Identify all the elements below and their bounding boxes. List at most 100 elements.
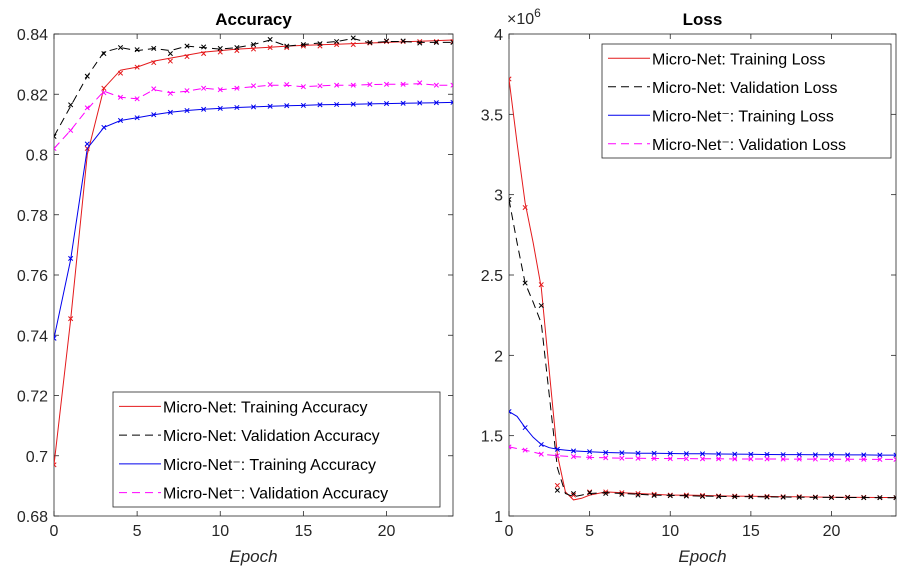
data-marker xyxy=(383,81,390,87)
legend: Micro-Net: Training Loss Micro-Net: Valid… xyxy=(601,43,892,159)
y-tick-label: 0.84 xyxy=(17,27,48,44)
y-tick-label: 0.72 xyxy=(17,389,48,406)
x-tick-label: 10 xyxy=(661,523,679,540)
data-marker xyxy=(651,455,657,462)
data-marker xyxy=(250,41,257,48)
data-marker xyxy=(635,492,641,498)
data-marker xyxy=(716,456,722,462)
data-marker xyxy=(367,101,373,107)
y-tick-label: 0.8 xyxy=(26,148,48,165)
data-marker xyxy=(450,82,453,88)
data-marker xyxy=(217,87,223,93)
legend-label-3: Micro-Net⁻: Validation Accuracy xyxy=(163,486,388,503)
data-marker xyxy=(184,107,190,114)
data-marker xyxy=(201,85,207,91)
y-tick-label: 0.82 xyxy=(17,87,48,104)
data-marker xyxy=(400,100,406,106)
data-marker xyxy=(101,51,107,57)
data-marker xyxy=(828,452,835,458)
data-marker xyxy=(350,82,356,88)
data-marker xyxy=(796,456,802,462)
data-marker xyxy=(68,316,74,322)
data-marker xyxy=(812,456,818,462)
data-marker xyxy=(509,409,512,415)
data-marker xyxy=(167,51,173,57)
data-marker xyxy=(509,444,512,450)
data-marker xyxy=(619,491,625,497)
data-marker xyxy=(522,447,528,453)
data-marker xyxy=(667,456,673,462)
data-marker xyxy=(651,491,657,497)
data-marker xyxy=(538,282,544,288)
data-marker xyxy=(201,51,207,57)
data-marker xyxy=(780,456,786,462)
data-marker xyxy=(877,452,883,458)
data-marker xyxy=(683,492,689,498)
data-marker xyxy=(522,425,528,431)
data-marker xyxy=(683,456,689,462)
y-tick-label: 3.5 xyxy=(481,107,503,124)
x-tick-label: 15 xyxy=(742,523,760,540)
data-marker xyxy=(334,101,340,108)
data-marker xyxy=(780,452,786,458)
data-marker xyxy=(350,35,356,41)
data-marker xyxy=(134,115,140,121)
data-marker xyxy=(877,456,883,462)
data-marker xyxy=(250,83,257,89)
data-marker xyxy=(828,456,835,462)
y-tick-label: 2.5 xyxy=(481,268,503,285)
data-marker xyxy=(367,39,373,45)
legend-label-0: Micro-Net: Training Accuracy xyxy=(163,399,368,416)
data-marker xyxy=(554,487,560,493)
data-marker xyxy=(554,482,560,489)
data-marker xyxy=(300,102,306,108)
x-tick-label: 0 xyxy=(50,523,59,540)
data-marker xyxy=(635,455,641,461)
x-axis-label: Epoch xyxy=(229,547,277,566)
data-marker xyxy=(151,45,157,52)
data-marker xyxy=(683,493,689,499)
data-marker xyxy=(570,490,577,497)
data-marker xyxy=(151,60,157,66)
data-marker xyxy=(184,54,190,60)
data-marker xyxy=(68,127,74,133)
data-marker xyxy=(603,490,609,497)
data-marker xyxy=(300,41,306,48)
y-exponent-power: 6 xyxy=(534,6,541,20)
data-marker xyxy=(417,38,423,45)
data-marker xyxy=(167,58,173,64)
data-marker xyxy=(603,489,609,495)
chart-title: Accuracy xyxy=(215,10,292,29)
legend-label-2: Micro-Net⁻: Training Loss xyxy=(652,108,834,125)
y-tick-label: 4 xyxy=(494,27,503,44)
data-marker xyxy=(151,112,157,118)
data-marker xyxy=(250,104,257,110)
data-marker xyxy=(250,46,257,52)
data-marker xyxy=(367,82,373,88)
data-marker xyxy=(828,494,835,501)
legend: Micro-Net: Training Accuracy Micro-Net: V… xyxy=(112,391,441,508)
data-marker xyxy=(522,280,528,286)
data-marker xyxy=(893,452,896,458)
data-marker xyxy=(433,38,439,45)
data-marker xyxy=(619,490,625,496)
y-tick-label: 1 xyxy=(494,509,503,526)
data-marker xyxy=(861,495,867,501)
data-marker xyxy=(845,456,851,462)
y-tick-label: 0.68 xyxy=(17,509,48,526)
data-marker xyxy=(764,451,770,458)
data-marker xyxy=(267,45,273,51)
data-marker xyxy=(667,450,673,457)
data-marker xyxy=(877,495,883,501)
data-marker xyxy=(117,117,124,124)
data-marker xyxy=(433,100,439,106)
data-marker xyxy=(587,490,593,496)
data-marker xyxy=(184,43,190,49)
data-marker xyxy=(450,99,453,105)
data-marker xyxy=(812,452,818,458)
series-line-0 xyxy=(509,78,896,501)
legend-label-0: Micro-Net: Training Loss xyxy=(652,51,825,68)
data-marker xyxy=(284,103,290,109)
data-marker xyxy=(893,495,896,501)
series-group xyxy=(509,76,896,501)
